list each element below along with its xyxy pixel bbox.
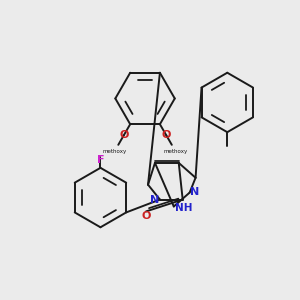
Text: N: N [190,187,199,196]
Text: N: N [150,194,160,205]
Text: O: O [162,130,171,140]
Text: NH: NH [175,203,192,214]
Text: methoxy: methoxy [102,149,127,154]
Text: O: O [119,130,128,140]
Text: methoxy: methoxy [164,149,188,154]
Text: F: F [97,155,104,165]
Text: O: O [141,212,151,221]
